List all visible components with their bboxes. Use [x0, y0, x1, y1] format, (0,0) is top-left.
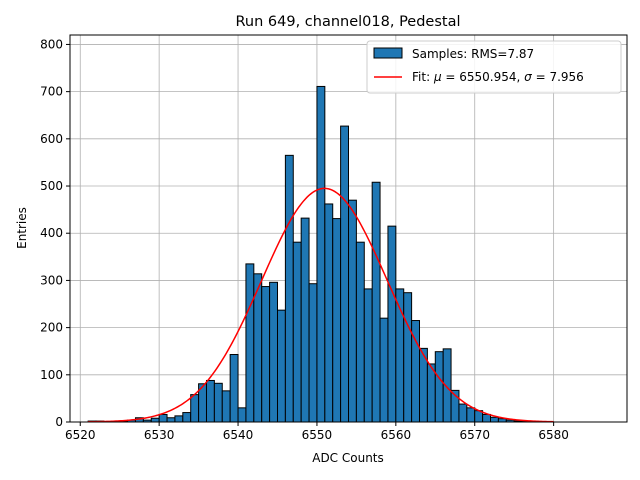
- histogram-bar: [292, 241, 302, 423]
- x-tick-label: 6560: [381, 428, 412, 442]
- histogram-bar: [466, 407, 476, 423]
- y-axis-ticks: 0 100 200 300 400 500 600 700 800: [40, 37, 70, 429]
- histogram-bar: [316, 85, 326, 423]
- histogram-bar: [174, 415, 184, 423]
- y-tick-label: 200: [40, 321, 63, 335]
- x-tick-label: 6520: [65, 428, 96, 442]
- y-tick-label: 400: [40, 226, 63, 240]
- histogram-bar: [300, 217, 310, 423]
- y-tick-label: 600: [40, 132, 63, 146]
- histogram-bar: [276, 309, 286, 423]
- y-tick-label: 100: [40, 368, 63, 382]
- chart-title: Run 649, channel018, Pedestal: [235, 14, 460, 30]
- histogram-bars: [87, 85, 531, 423]
- histogram-bar: [490, 416, 499, 423]
- histogram-bar: [434, 351, 444, 423]
- histogram-bar: [166, 417, 176, 423]
- histogram-bar: [229, 354, 239, 423]
- x-tick-label: 6540: [223, 428, 254, 442]
- histogram-bar: [340, 125, 349, 423]
- histogram-bar: [284, 154, 294, 423]
- x-axis-ticks: 6520 6530 6540 6550 6560 6570 6580: [65, 422, 569, 442]
- y-tick-label: 500: [40, 179, 63, 193]
- x-tick-label: 6570: [459, 428, 490, 442]
- histogram-bar: [371, 181, 381, 423]
- histogram-bar: [190, 394, 200, 423]
- histogram-bar: [205, 379, 215, 423]
- histogram-bar: [324, 203, 334, 423]
- histogram-bar: [221, 390, 231, 423]
- histogram-bar: [355, 241, 365, 423]
- histogram-bar: [269, 281, 278, 423]
- histogram-bar: [379, 317, 389, 423]
- histogram-bar: [458, 403, 468, 423]
- plot-frame: [69, 34, 628, 423]
- histogram-bar: [426, 363, 436, 423]
- legend-frame: [366, 40, 622, 94]
- histogram-bar: [150, 417, 160, 423]
- legend-histogram-label: Samples: RMS=7.87: [412, 47, 534, 61]
- y-axis-label: Entries: [15, 207, 29, 249]
- x-axis-label: ADC Counts: [312, 451, 384, 465]
- histogram-bar: [237, 407, 247, 423]
- legend: Samples: RMS=7.87 Fit: μ = 6550.954, σ =…: [366, 40, 622, 94]
- y-tick-label: 800: [40, 37, 63, 51]
- histogram-bar: [387, 225, 397, 423]
- histogram-bar: [245, 263, 255, 423]
- histogram-bar: [482, 413, 492, 423]
- histogram-bar: [308, 283, 318, 423]
- fit-curve: [88, 187, 554, 423]
- histogram-bar: [213, 382, 223, 423]
- y-tick-label: 700: [40, 85, 63, 99]
- histogram-bar: [348, 199, 357, 423]
- histogram-bar: [332, 218, 342, 423]
- x-tick-label: 6580: [538, 428, 569, 442]
- y-tick-label: 300: [40, 273, 63, 287]
- legend-histogram-swatch: [373, 47, 403, 59]
- y-tick-label: 0: [55, 415, 63, 429]
- histogram-bar: [403, 292, 413, 423]
- histogram-bar: [363, 288, 373, 423]
- histogram-bar: [261, 286, 271, 423]
- x-tick-label: 6530: [144, 428, 175, 442]
- legend-fit-label: Fit: μ = 6550.954, σ = 7.956: [412, 70, 584, 84]
- histogram-bar: [158, 413, 168, 423]
- x-tick-label: 6550: [302, 428, 333, 442]
- histogram-bar: [182, 412, 192, 423]
- fit-curve-layer: [88, 187, 554, 423]
